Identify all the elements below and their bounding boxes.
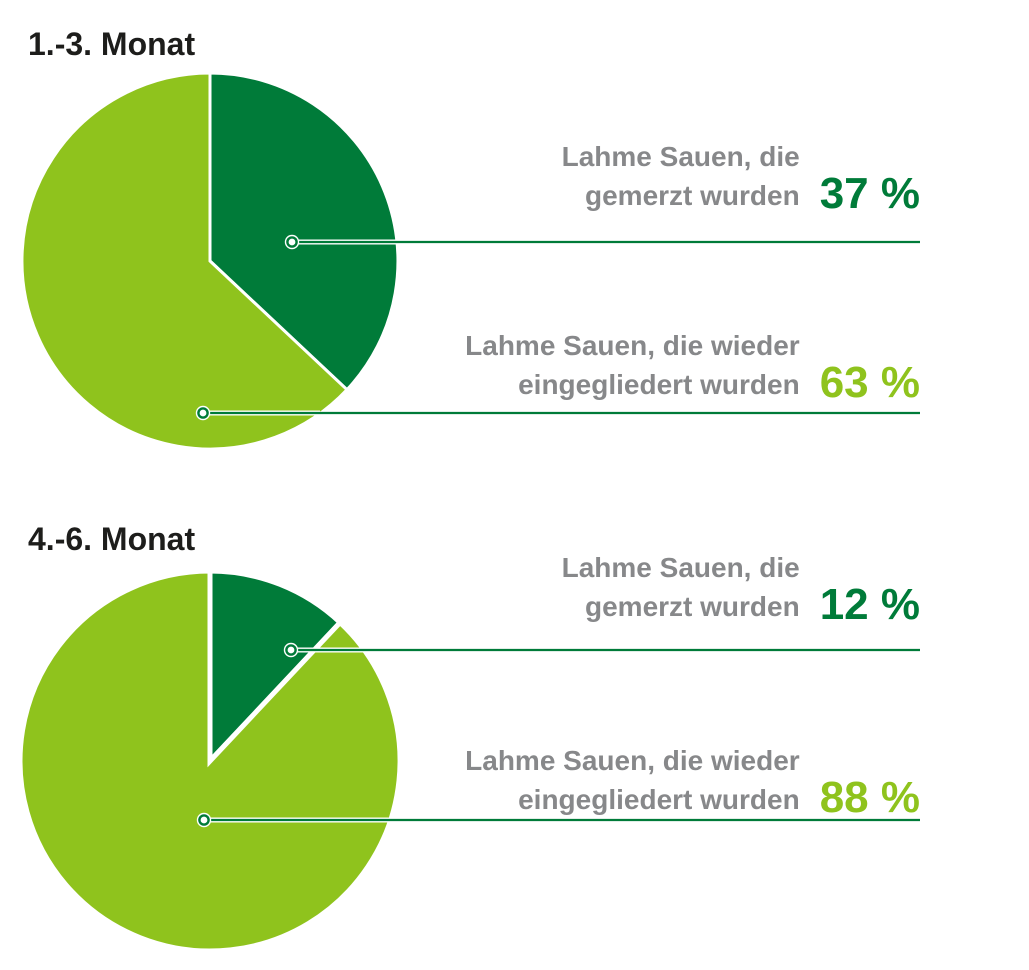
chart-1-leader-dot-1 <box>286 236 298 248</box>
chart-2-legend-gemerzt: Lahme Sauen, die gemerzt wurden 12 % <box>562 548 920 629</box>
legend-label-line-2: eingegliedert wurden <box>518 784 800 815</box>
chart-2-title: 4.-6. Monat <box>28 521 196 557</box>
chart-1-title: 1.-3. Monat <box>28 26 196 62</box>
legend-label: Lahme Sauen, die wieder eingegliedert wu… <box>465 741 800 819</box>
legend-label-line-2: gemerzt wurden <box>585 180 800 211</box>
chart-2-leader-dot-2 <box>198 814 210 826</box>
legend-label: Lahme Sauen, die gemerzt wurden <box>562 137 800 215</box>
chart-1-pie-slice-2 <box>20 71 350 451</box>
chart-2-pie-slice-2 <box>17 568 403 954</box>
legend-value: 88 % <box>819 773 920 822</box>
legend-value: 37 % <box>819 169 920 218</box>
legend-label-line-1: Lahme Sauen, die <box>561 141 800 172</box>
legend-value: 12 % <box>819 580 920 629</box>
chart-2-pie-slice-1 <box>207 568 344 768</box>
chart-1-legend-eingegliedert: Lahme Sauen, die wieder eingegliedert wu… <box>465 326 920 407</box>
legend-label-line-1: Lahme Sauen, die wieder <box>465 330 800 361</box>
legend-label: Lahme Sauen, die gemerzt wurden <box>562 548 800 626</box>
legend-label-line-1: Lahme Sauen, die wieder <box>465 745 800 776</box>
chart-2-legend-eingegliedert: Lahme Sauen, die wieder eingegliedert wu… <box>465 741 920 822</box>
chart-1-pie-slice-1 <box>208 71 400 392</box>
legend-label-line-1: Lahme Sauen, die <box>561 552 800 583</box>
legend-label-line-2: eingegliedert wurden <box>518 369 800 400</box>
legend-label-line-2: gemerzt wurden <box>585 591 800 622</box>
chart-2-leader-dot-1 <box>285 644 297 656</box>
legend-label: Lahme Sauen, die wieder eingegliedert wu… <box>465 326 800 404</box>
chart-1-legend-gemerzt: Lahme Sauen, die gemerzt wurden 37 % <box>562 137 920 218</box>
chart-1-leader-dot-2 <box>197 407 209 419</box>
legend-value: 63 % <box>819 358 920 407</box>
